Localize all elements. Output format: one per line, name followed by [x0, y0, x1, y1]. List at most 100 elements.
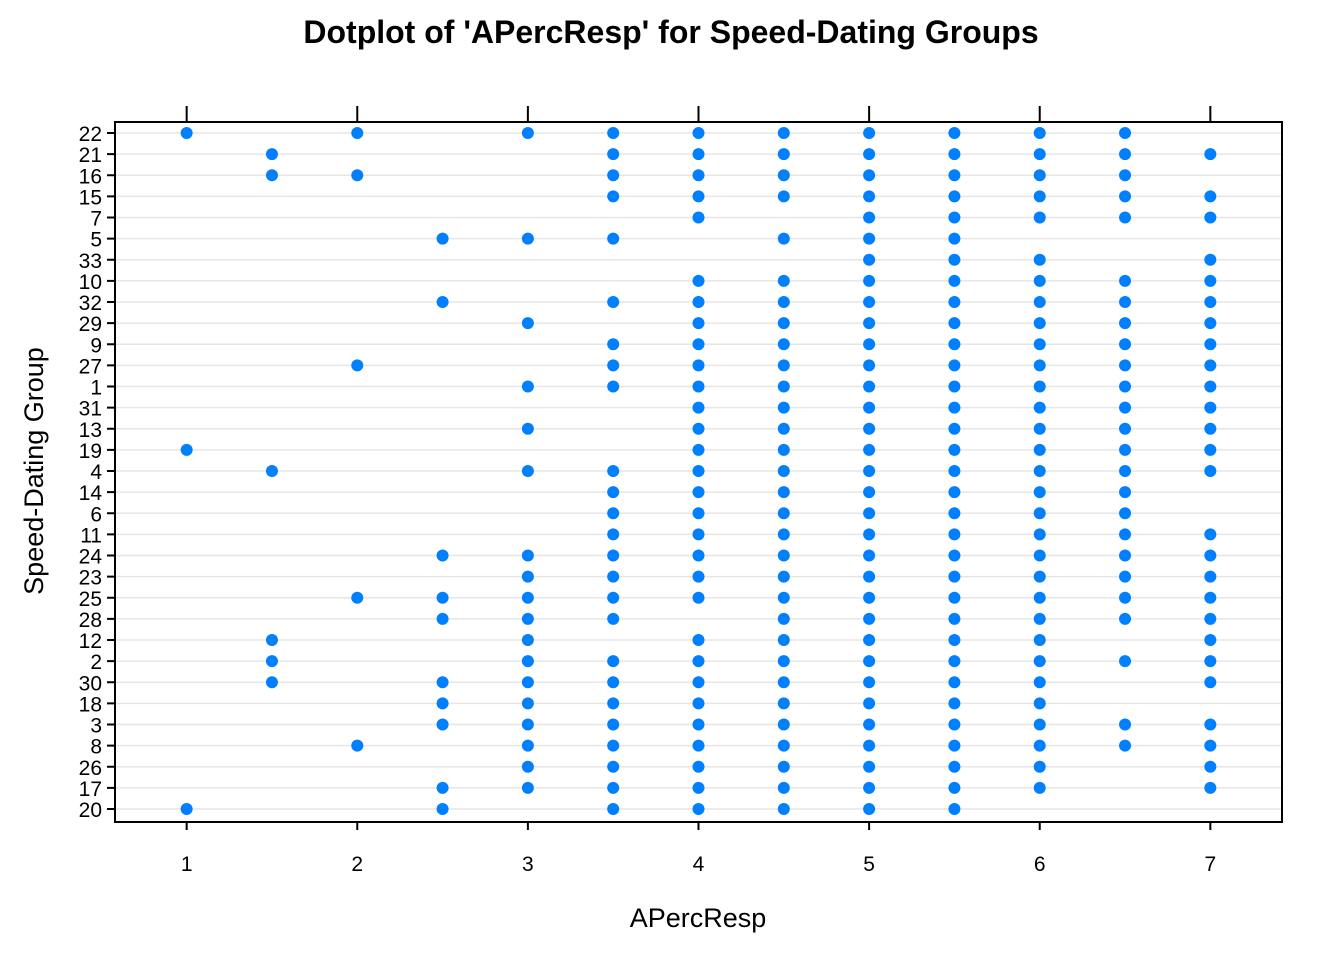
- data-point: [1033, 274, 1046, 287]
- data-point: [521, 697, 534, 710]
- data-point: [692, 591, 705, 604]
- data-point: [1119, 380, 1132, 393]
- x-tick-label: 2: [351, 853, 363, 876]
- data-point: [1119, 570, 1132, 583]
- y-tick-label: 12: [79, 630, 102, 653]
- data-point: [1204, 718, 1217, 731]
- data-point: [607, 148, 620, 161]
- data-point: [692, 507, 705, 520]
- data-point: [436, 612, 449, 625]
- data-point: [863, 296, 876, 308]
- data-point: [948, 359, 961, 372]
- data-point: [1204, 655, 1217, 668]
- data-point: [351, 127, 364, 139]
- data-point: [607, 760, 620, 773]
- data-point: [1204, 296, 1217, 308]
- y-tick-label: 31: [79, 398, 102, 421]
- y-tick-label: 27: [79, 355, 102, 378]
- data-point: [1204, 422, 1217, 435]
- data-point: [436, 718, 449, 731]
- data-point: [265, 676, 278, 689]
- data-point: [692, 359, 705, 372]
- data-point: [692, 274, 705, 287]
- data-point: [777, 169, 790, 182]
- data-point: [777, 401, 790, 414]
- data-point: [1119, 359, 1132, 372]
- data-point: [1033, 296, 1046, 308]
- y-tick-label: 15: [79, 186, 102, 209]
- data-point: [1119, 486, 1132, 499]
- data-point: [1119, 338, 1132, 351]
- data-point: [948, 760, 961, 773]
- data-point: [1033, 338, 1046, 351]
- data-point: [948, 718, 961, 731]
- data-point: [863, 697, 876, 710]
- data-point: [777, 549, 790, 562]
- data-point: [692, 655, 705, 668]
- data-point: [1033, 253, 1046, 266]
- data-point: [180, 127, 193, 139]
- data-point: [863, 190, 876, 203]
- data-point: [521, 422, 534, 435]
- data-point: [351, 591, 364, 604]
- data-point: [1119, 528, 1132, 541]
- data-point: [948, 190, 961, 203]
- data-point: [1119, 401, 1132, 414]
- y-tick-label: 20: [79, 799, 102, 822]
- data-point: [521, 634, 534, 646]
- data-point: [692, 718, 705, 731]
- data-point: [1204, 465, 1217, 477]
- data-point: [948, 739, 961, 752]
- data-point: [1033, 591, 1046, 604]
- data-point: [265, 465, 278, 477]
- data-point: [265, 148, 278, 161]
- data-point: [1119, 317, 1132, 330]
- data-point: [1204, 359, 1217, 372]
- data-point: [1119, 422, 1132, 435]
- chart-title: Dotplot of 'APercResp' for Speed-Dating …: [303, 14, 1038, 50]
- data-point: [692, 380, 705, 393]
- data-point: [692, 803, 705, 815]
- data-point: [1204, 570, 1217, 583]
- data-point: [863, 338, 876, 351]
- data-point: [521, 570, 534, 583]
- data-point: [777, 760, 790, 773]
- data-point: [351, 739, 364, 752]
- data-point: [863, 380, 876, 393]
- data-point: [521, 718, 534, 731]
- data-point: [863, 612, 876, 625]
- data-point: [1204, 211, 1217, 224]
- data-point: [607, 190, 620, 203]
- data-point: [863, 253, 876, 266]
- y-tick-label: 24: [79, 546, 103, 569]
- data-point: [436, 549, 449, 562]
- data-point: [863, 803, 876, 815]
- y-tick-label: 6: [90, 503, 102, 526]
- data-point: [607, 718, 620, 731]
- data-point: [1119, 591, 1132, 604]
- data-point: [1033, 422, 1046, 435]
- data-point: [777, 317, 790, 330]
- data-point: [180, 803, 193, 815]
- data-point: [692, 634, 705, 646]
- data-point: [1033, 486, 1046, 499]
- data-point: [777, 274, 790, 287]
- data-point: [948, 697, 961, 710]
- data-point: [607, 169, 620, 182]
- data-point: [948, 549, 961, 562]
- data-point: [607, 338, 620, 351]
- y-tick-label: 32: [79, 292, 102, 315]
- data-point: [1204, 317, 1217, 330]
- data-point: [1033, 739, 1046, 752]
- y-tick-label: 29: [79, 313, 102, 336]
- data-point: [607, 359, 620, 372]
- data-point: [948, 655, 961, 668]
- data-point: [777, 655, 790, 668]
- data-point: [863, 718, 876, 731]
- data-point: [1033, 465, 1046, 477]
- data-point: [863, 676, 876, 689]
- data-point: [692, 549, 705, 562]
- y-tick-label: 30: [79, 672, 102, 695]
- data-point: [1204, 380, 1217, 393]
- data-point: [1033, 570, 1046, 583]
